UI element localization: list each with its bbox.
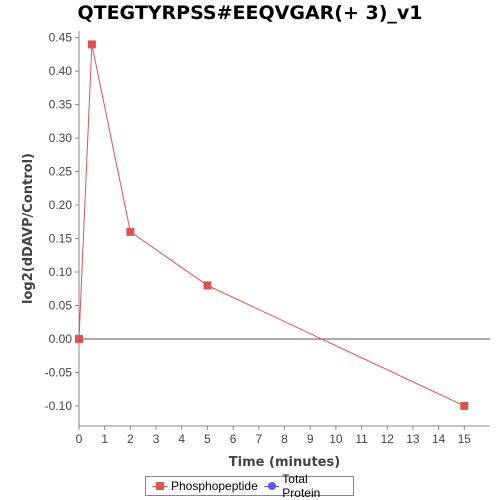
legend-item-phosphopeptide: Phosphopeptide (152, 479, 258, 493)
y-tick-label: 0.40 (49, 64, 73, 78)
series-layer (75, 40, 469, 410)
data-point (126, 227, 135, 236)
y-tick-label: 0.35 (49, 98, 73, 112)
legend-label-phosphopeptide: Phosphopeptide (171, 479, 258, 493)
x-tick-label: 9 (307, 432, 314, 446)
data-point (75, 334, 83, 343)
x-tick-label: 5 (204, 432, 211, 446)
y-tick-label: -0.10 (45, 399, 73, 413)
x-tick-label: 6 (230, 432, 237, 446)
y-axis-label: log2(dDAVP/Control) (21, 153, 36, 304)
legend-swatch-total-protein (263, 481, 280, 491)
x-axis-label: Time (minutes) (229, 455, 340, 470)
y-tick-label: 0.30 (49, 131, 73, 145)
data-point (87, 40, 96, 49)
x-tick-label: 14 (432, 432, 446, 446)
y-tick-label: -0.05 (45, 365, 73, 379)
x-tick-label: 10 (329, 432, 343, 446)
legend: Phosphopeptide Total Protein (145, 472, 354, 500)
series-line-0 (78, 44, 465, 407)
legend-swatch-phosphopeptide (152, 481, 168, 491)
legend-item-total-protein: Total Protein (263, 472, 347, 500)
x-tick-label: 12 (381, 432, 395, 446)
x-tick-label: 7 (255, 432, 262, 446)
x-tick-label: 1 (101, 432, 108, 446)
x-tick-label: 0 (76, 432, 83, 446)
x-tick-label: 2 (127, 432, 134, 446)
axes: -0.10 -0.05 0.00 0.05 0.10 0.15 0.20 0.25 0.30 0.… (45, 31, 490, 446)
y-tick-label: 0.45 (49, 31, 73, 45)
x-tick-label: 15 (458, 432, 472, 446)
y-tick-label: 0.15 (49, 232, 73, 246)
y-tick-label: 0.20 (49, 198, 73, 212)
data-point (460, 401, 469, 410)
x-tick-label: 3 (153, 432, 160, 446)
x-tick-label: 13 (406, 432, 420, 446)
x-tick-label: 11 (355, 432, 368, 446)
chart-title: QTEGTYRPSS#EEQVGAR(+ 3)_v1 (77, 2, 423, 24)
y-tick-label: 0.25 (49, 165, 73, 179)
y-tick-label: 0.05 (49, 298, 73, 312)
legend-label-total-protein: Total Protein (282, 472, 321, 500)
y-tick-label: 0.10 (49, 265, 73, 279)
x-tick-label: 8 (281, 432, 288, 446)
data-point (203, 281, 212, 290)
x-tick-label: 4 (178, 432, 185, 446)
y-tick-label: 0.00 (49, 332, 73, 346)
